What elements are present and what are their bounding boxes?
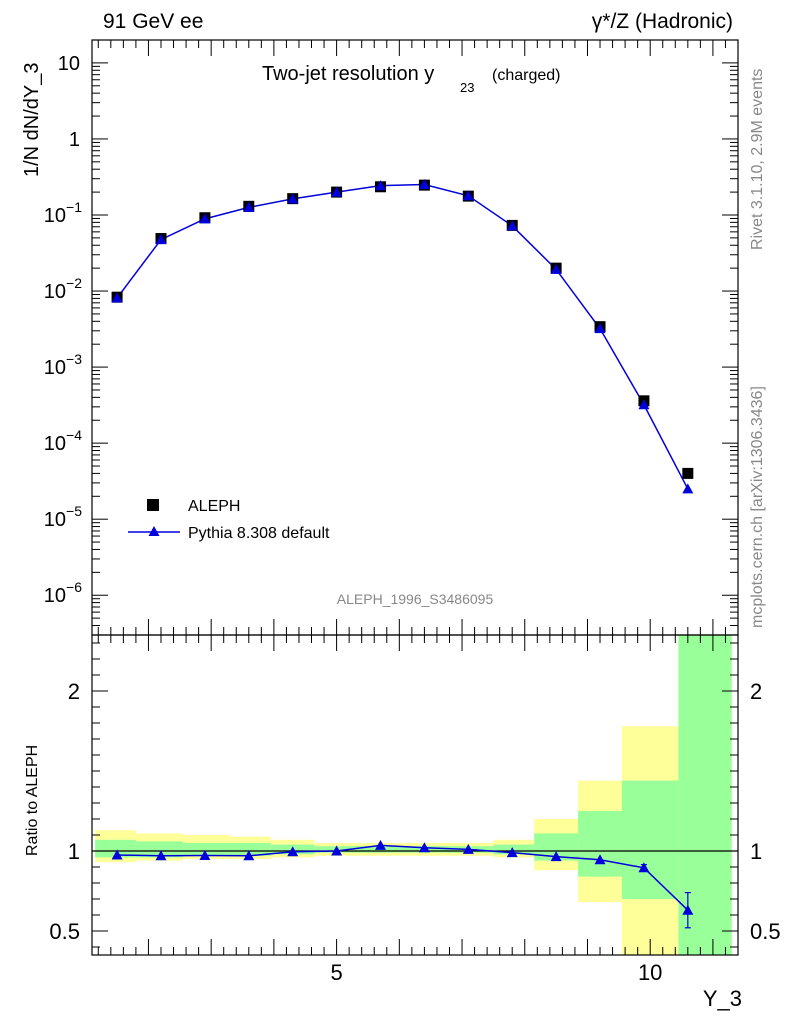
ratio-line <box>117 844 689 911</box>
green-band-bin <box>95 839 136 858</box>
ratio-point <box>111 849 123 860</box>
ratio-point <box>594 854 606 865</box>
pythia-point <box>638 399 650 410</box>
ratio-series <box>111 839 694 929</box>
main-y-tick-label: 10−5 <box>44 503 82 531</box>
ratio-y-tick-label-right: 1 <box>750 839 762 864</box>
main-y-tick-label: 10−1 <box>44 199 82 227</box>
main-y-tick-label: 10−4 <box>44 427 82 455</box>
process-label: γ*/Z (Hadronic) <box>592 10 733 33</box>
axes: 10−6 10−5 10−4 10−3 10−2 10−1 1 10 0.5 0.5 1 1 2 2 5 10 <box>44 39 781 985</box>
aleph-point <box>682 467 694 479</box>
ratio-y-tick-label-left: 2 <box>68 679 80 704</box>
ratio-point <box>199 849 211 860</box>
ratio-point <box>462 843 474 854</box>
main-y-tick-label: 10−6 <box>44 579 82 607</box>
pythia-point <box>331 186 343 197</box>
pythia-point <box>375 180 387 191</box>
main-frame <box>91 39 739 636</box>
x-tick-label: 5 <box>330 960 342 985</box>
green-band-bin <box>493 844 535 855</box>
ratio-point <box>418 842 430 853</box>
main-plot-title: Two-jet resolution y 23 (charged) <box>262 63 560 95</box>
legend-aleph-marker <box>147 499 159 511</box>
main-y-tick-label: 1 <box>69 129 80 151</box>
ratio-point <box>331 845 343 856</box>
ratio-y-tick-label-right: 0.5 <box>750 919 781 944</box>
ratio-point <box>682 904 694 915</box>
pythia-point <box>111 292 123 303</box>
mcplots-label: mcplots.cern.ch [arXiv:1306.3436] <box>749 386 766 628</box>
x-axis-title: Y_3 <box>703 986 742 1011</box>
green-band-bin <box>229 843 271 856</box>
ratio-point <box>550 851 562 862</box>
ratio-point <box>155 850 167 861</box>
ratio-point <box>287 846 299 857</box>
pythia-point <box>287 193 299 204</box>
title-subscript: 23 <box>460 80 474 95</box>
main-data-series <box>111 178 694 494</box>
ratio-y-axis-title: Ratio to ALEPH <box>24 745 41 856</box>
pythia-point <box>155 234 167 245</box>
green-band-bin <box>182 843 230 856</box>
ratio-point <box>506 847 518 858</box>
pythia-point <box>550 263 562 274</box>
x-tick-label: 10 <box>638 960 662 985</box>
pythia-point <box>594 323 606 334</box>
ratio-point <box>375 839 387 850</box>
legend-pythia-label: Pythia 8.308 default <box>188 525 330 542</box>
rivet-label: Rivet 3.1.10, 2.9M events <box>749 69 766 250</box>
pythia-point <box>506 220 518 231</box>
legend-aleph-label: ALEPH <box>188 498 240 515</box>
main-y-tick-label: 10 <box>58 53 80 75</box>
pythia-point <box>462 190 474 201</box>
green-band-bin <box>621 780 679 899</box>
ratio-point <box>243 850 255 861</box>
pythia-point <box>243 201 255 212</box>
main-y-axis-title: 1/N dN/dY_3 <box>21 62 43 177</box>
main-y-tick-label: 10−2 <box>44 275 82 303</box>
title-suffix: (charged) <box>492 67 560 84</box>
green-band-bin <box>578 811 622 877</box>
ratio-y-tick-label-left: 0.5 <box>49 919 80 944</box>
pythia-line <box>116 183 689 490</box>
analysis-id: ALEPH_1996_S3486095 <box>337 591 494 607</box>
green-band-bin <box>678 635 732 955</box>
pythia-point <box>199 213 211 224</box>
ratio-point <box>638 862 650 873</box>
pythia-point <box>418 178 430 189</box>
ratio-frame <box>91 634 739 956</box>
legend-pythia-marker <box>148 526 160 536</box>
ratio-y-tick-label-right: 2 <box>750 679 762 704</box>
green-band-bin <box>135 841 183 858</box>
ratio-y-tick-label-left: 1 <box>68 839 80 864</box>
ratio-uncertainty-bands <box>92 635 738 955</box>
title-main-text: Two-jet resolution y <box>262 63 434 85</box>
energy-label: 91 GeV ee <box>103 10 203 33</box>
legend: ALEPH Pythia 8.308 default <box>128 498 330 542</box>
main-y-tick-label: 10−3 <box>44 351 82 379</box>
pythia-point <box>682 483 694 494</box>
